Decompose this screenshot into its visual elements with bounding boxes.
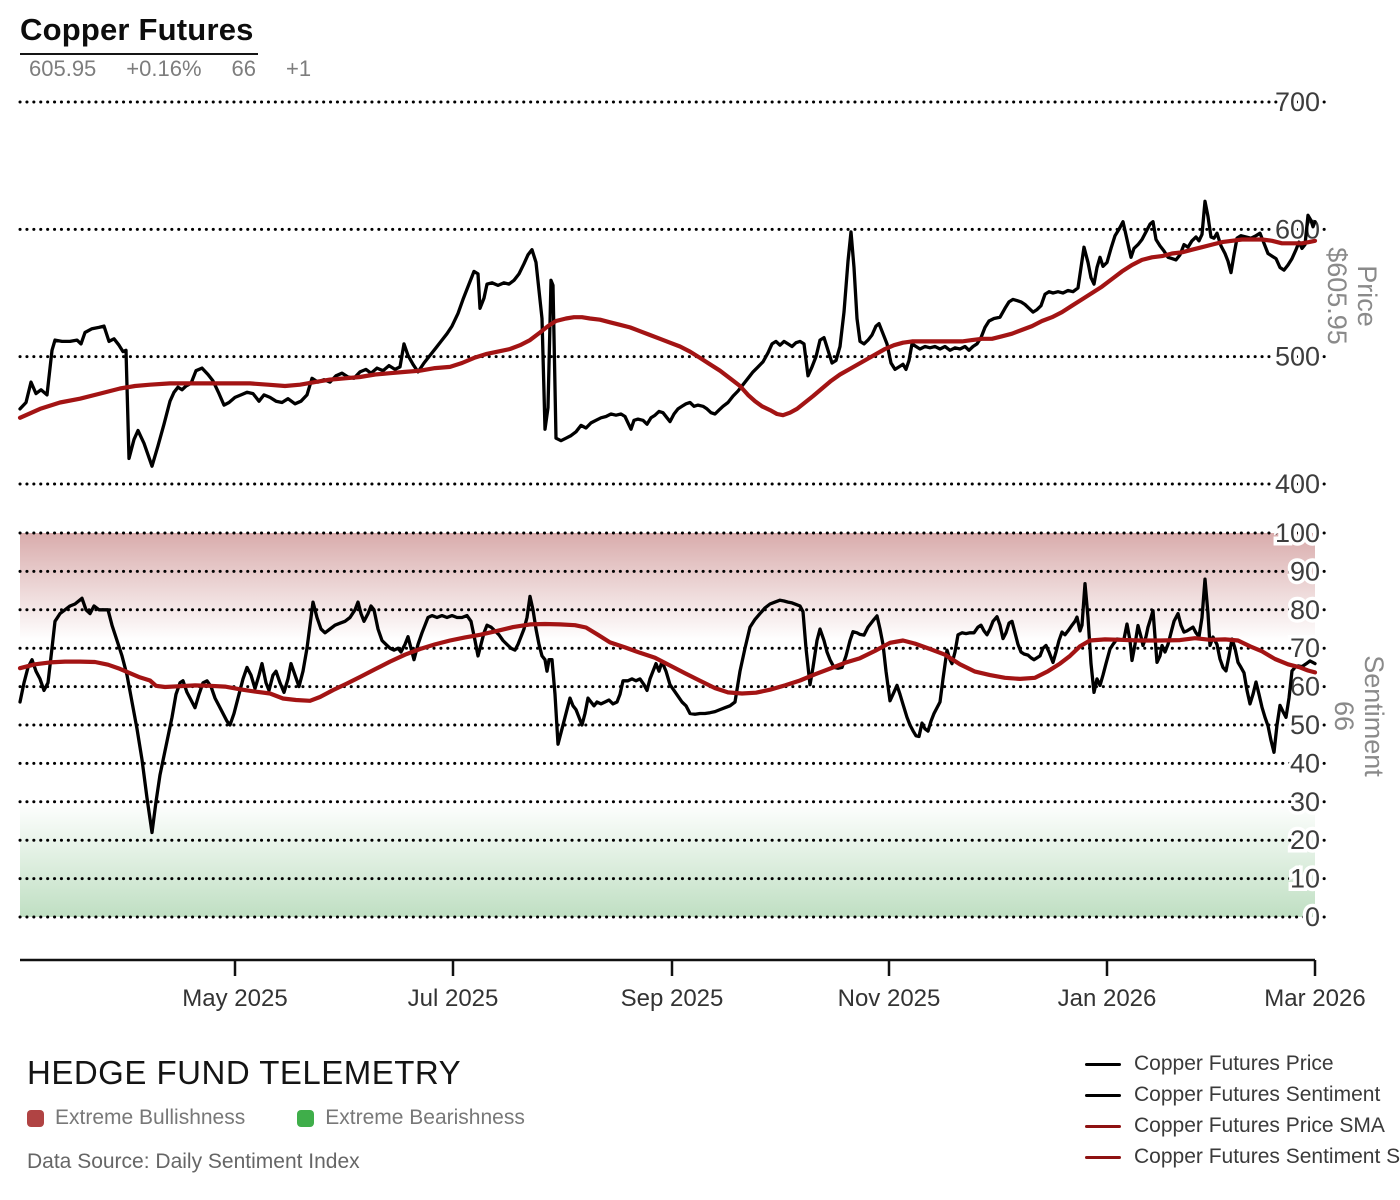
chart-title: Copper Futures bbox=[20, 12, 258, 55]
zone-legend-label: Extreme Bullishness bbox=[55, 1106, 246, 1129]
zone-legend-label: Extreme Bearishness bbox=[325, 1106, 525, 1129]
y-tick-label: 400 bbox=[1275, 469, 1320, 499]
zone-legend-item-bullishness: Extreme Bullishness bbox=[27, 1106, 245, 1130]
copper-futures-sentiment-sma-line bbox=[17, 621, 1318, 703]
bearishness-swatch-icon bbox=[297, 1109, 315, 1127]
series-legend-item: Copper Futures Price SMA bbox=[1085, 1114, 1400, 1138]
series-line-swatch-icon bbox=[1085, 1124, 1121, 1128]
change-pct: +0.16% bbox=[126, 56, 202, 81]
x-tick-label: Mar 2026 bbox=[1264, 985, 1365, 1012]
series-legend-item: Copper Futures Sentiment SMA bbox=[1085, 1145, 1400, 1169]
x-tick-label: May 2025 bbox=[182, 985, 287, 1012]
series-legend-label: Copper Futures Price SMA bbox=[1134, 1114, 1385, 1137]
y-tick-label: 700 bbox=[1275, 87, 1320, 117]
y-tick-label: 60 bbox=[1290, 672, 1320, 702]
zone-legend: Extreme Bullishness Extreme Bearishness bbox=[27, 1106, 525, 1130]
series-legend-label: Copper Futures Price bbox=[1134, 1052, 1334, 1075]
x-tick-label: Nov 2025 bbox=[838, 985, 941, 1012]
y-tick-label: 50 bbox=[1290, 710, 1320, 740]
copper-futures-chart: 7006005004001009080706050403020100Price$… bbox=[17, 87, 1389, 1012]
series-legend-item: Copper Futures Price bbox=[1085, 1052, 1400, 1076]
x-tick-label: Jul 2025 bbox=[408, 985, 499, 1012]
copper-futures-price-line bbox=[18, 199, 1317, 468]
y-tick-label: 80 bbox=[1290, 595, 1320, 625]
y-tick-label: 500 bbox=[1275, 342, 1320, 372]
series-line-swatch-icon bbox=[1085, 1155, 1121, 1159]
y-tick-label: 40 bbox=[1290, 748, 1320, 778]
sentiment-value: 66 bbox=[231, 56, 257, 81]
data-source-note: Data Source: Daily Sentiment Index bbox=[27, 1150, 360, 1173]
sentiment-axis-title: Sentiment66 bbox=[1329, 655, 1389, 777]
x-tick-label: Jan 2026 bbox=[1058, 985, 1157, 1012]
sentiment-change: +1 bbox=[286, 56, 312, 81]
series-legend-label: Copper Futures Sentiment bbox=[1134, 1083, 1381, 1106]
y-tick-label: 100 bbox=[1275, 518, 1320, 548]
copper-futures-sentiment-line bbox=[18, 577, 1317, 835]
series-legend-label: Copper Futures Sentiment SMA bbox=[1134, 1145, 1400, 1168]
x-tick-label: Sep 2025 bbox=[621, 985, 724, 1012]
zone-legend-item-bearishness: Extreme Bearishness bbox=[297, 1106, 525, 1130]
y-tick-label: 20 bbox=[1290, 825, 1320, 855]
last-price: 605.95 bbox=[29, 56, 97, 81]
brand-text: HEDGE FUND TELEMETRY bbox=[27, 1054, 462, 1091]
header: Copper Futures 605.95 +0.16% 66 +1 bbox=[20, 12, 311, 82]
series-line-swatch-icon bbox=[1085, 1093, 1121, 1097]
price-axis-title: Price$605.95 bbox=[1322, 247, 1382, 345]
y-tick-label: 90 bbox=[1290, 556, 1320, 586]
bullishness-swatch-icon bbox=[27, 1109, 44, 1127]
copper-futures-price-sma-line bbox=[17, 237, 1318, 420]
quote-stats: 605.95 +0.16% 66 +1 bbox=[20, 56, 311, 82]
y-tick-label: 10 bbox=[1290, 864, 1320, 894]
series-line-swatch-icon bbox=[1085, 1062, 1121, 1066]
y-tick-label: 30 bbox=[1290, 787, 1320, 817]
y-tick-label: 70 bbox=[1290, 633, 1320, 663]
series-legend: Copper Futures Price Copper Futures Senti… bbox=[1085, 1052, 1400, 1169]
series-legend-item: Copper Futures Sentiment bbox=[1085, 1083, 1400, 1107]
y-tick-label: 0 bbox=[1305, 902, 1320, 932]
